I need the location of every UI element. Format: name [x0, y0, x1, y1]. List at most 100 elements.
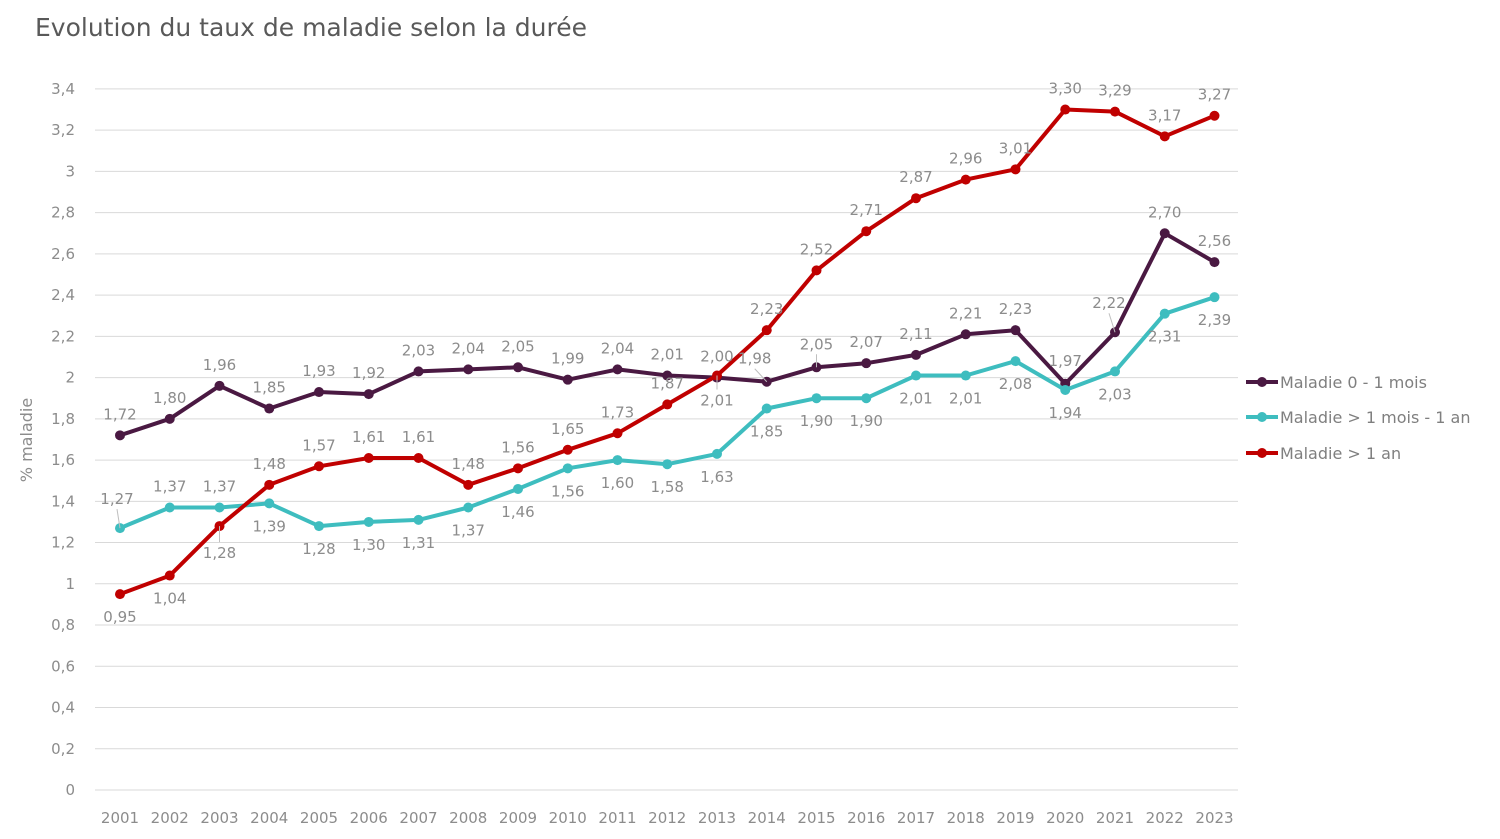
legend-item[interactable]: Maladie > 1 mois - 1 an: [1246, 408, 1470, 427]
y-tick-label: 1,8: [51, 410, 75, 428]
data-label: 3,29: [1098, 82, 1131, 100]
data-point: [960, 329, 971, 340]
y-tick-label: 3,2: [51, 121, 75, 139]
data-label: 1,28: [302, 540, 335, 558]
legend[interactable]: Maladie 0 - 1 mois Maladie > 1 mois - 1 a…: [1246, 373, 1470, 463]
data-point: [513, 483, 523, 494]
data-label: 1,90: [800, 412, 833, 430]
x-tick-label: 2004: [250, 809, 288, 827]
data-labels: 1,72 1,80 1,96 1,85 1,93 1,92 2,03 2,04 2,05 1,99…: [100, 80, 1231, 627]
y-tick-label: 0: [65, 781, 75, 799]
data-label: 1,56: [551, 482, 584, 500]
y-tick-label: 1,6: [51, 451, 75, 469]
data-label: 1,31: [402, 534, 435, 552]
y-tick-label: 2,8: [51, 204, 75, 222]
data-label: 3,01: [999, 139, 1032, 157]
y-tick-label: 0,2: [51, 740, 75, 758]
data-point: [911, 193, 921, 204]
legend-item[interactable]: Maladie 0 - 1 mois: [1246, 373, 1427, 392]
data-label: 3,30: [1049, 80, 1082, 98]
data-label: 1,85: [253, 379, 286, 397]
data-label: 1,28: [203, 544, 236, 562]
legend-label: Maladie > 1 an: [1280, 444, 1401, 463]
data-label: 2,71: [850, 201, 883, 219]
x-tick-label: 2010: [549, 809, 587, 827]
data-point: [264, 479, 275, 490]
data-label: 1,57: [302, 436, 335, 454]
series-group: [115, 104, 1220, 600]
legend-label: Maladie > 1 mois - 1 an: [1280, 408, 1470, 427]
data-label: 2,01: [899, 390, 932, 408]
data-label: 3,27: [1198, 86, 1231, 104]
data-label: 2,05: [501, 337, 534, 355]
data-label: 1,93: [302, 362, 335, 380]
data-label: 2,21: [949, 304, 982, 322]
data-point: [1209, 292, 1220, 303]
data-point: [761, 325, 772, 336]
data-label: 2,08: [999, 375, 1032, 393]
data-point: [413, 453, 424, 464]
x-tick-label: 2006: [350, 809, 388, 827]
gridlines: [95, 88, 1238, 791]
x-tick-label: 2009: [499, 809, 537, 827]
data-label: 1,73: [601, 403, 634, 421]
data-label: 2,03: [402, 341, 435, 359]
data-point: [1060, 104, 1071, 115]
y-tick-label: 0,4: [51, 699, 75, 717]
data-point: [662, 399, 673, 410]
data-point: [164, 502, 175, 513]
data-point: [264, 403, 275, 414]
data-point: [214, 380, 225, 391]
y-tick-label: 2: [65, 369, 75, 387]
data-label: 2,70: [1148, 203, 1181, 221]
data-label: 2,87: [899, 168, 932, 186]
data-label: 1,58: [651, 478, 684, 496]
data-label: 2,52: [800, 240, 833, 258]
data-point: [314, 521, 324, 532]
data-point: [363, 389, 374, 400]
x-tick-label: 2003: [200, 809, 238, 827]
y-axis-ticks: 0 0,2 0,4 0,6 0,8 1 1,2 1,4 1,6 1,8 2 2,2 2,4 2,6 2,8 3…: [51, 80, 75, 799]
data-label: 2,22: [1092, 294, 1125, 312]
legend-label: Maladie 0 - 1 mois: [1280, 373, 1427, 392]
data-label: 1,72: [103, 405, 136, 423]
data-point: [164, 570, 175, 581]
data-point: [115, 430, 125, 441]
data-point: [1060, 384, 1071, 395]
data-point: [761, 403, 772, 414]
data-point: [811, 393, 822, 404]
data-label: 3,17: [1148, 106, 1181, 124]
legend-item[interactable]: Maladie > 1 an: [1246, 444, 1401, 463]
data-label: 1,46: [501, 503, 534, 521]
data-label: 1,61: [402, 428, 435, 446]
data-label: 1,85: [750, 423, 783, 441]
x-tick-label: 2002: [151, 809, 189, 827]
data-point: [363, 453, 374, 464]
x-tick-label: 2020: [1046, 809, 1084, 827]
x-tick-label: 2015: [797, 809, 835, 827]
data-point: [363, 516, 374, 527]
x-tick-label: 2018: [947, 809, 985, 827]
data-label: 1,94: [1049, 404, 1082, 422]
data-label: 1,98: [738, 350, 771, 368]
data-label: 2,05: [800, 335, 833, 353]
data-label: 2,39: [1198, 311, 1231, 329]
label-leader: [754, 368, 768, 383]
data-label: 2,31: [1148, 328, 1181, 346]
data-point: [164, 413, 175, 424]
data-label: 1,37: [452, 522, 485, 540]
data-point: [1159, 228, 1170, 239]
data-label: 1,37: [153, 478, 186, 496]
x-tick-label: 2014: [748, 809, 786, 827]
y-tick-label: 1,4: [51, 492, 75, 510]
data-point: [861, 393, 872, 404]
y-tick-label: 0,6: [51, 657, 75, 675]
data-label: 2,04: [452, 339, 485, 357]
data-point: [1159, 308, 1170, 319]
data-label: 2,23: [999, 300, 1032, 318]
data-point: [960, 174, 971, 185]
data-label: 2,04: [601, 339, 634, 357]
x-tick-label: 2013: [698, 809, 736, 827]
y-tick-label: 2,4: [51, 286, 75, 304]
